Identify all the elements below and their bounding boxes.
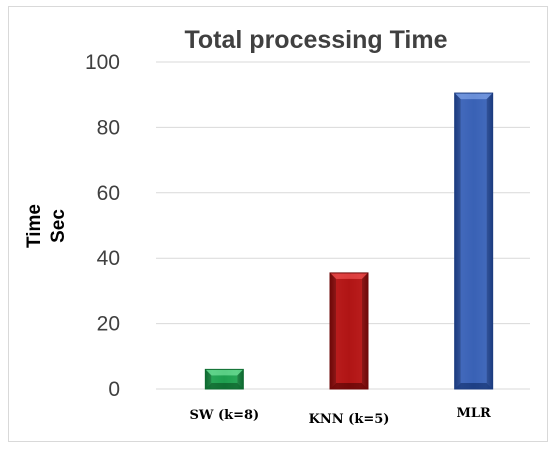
bar-bevel-right [237, 369, 244, 389]
bar-bevel-left [330, 272, 336, 389]
bar-outline [329, 272, 369, 390]
chart-title: Total processing Time [184, 26, 447, 54]
bar-outline [454, 92, 494, 390]
bar-face [336, 278, 362, 383]
bar [204, 368, 244, 390]
bar-bevel-right [362, 272, 368, 389]
bar-face [211, 375, 238, 383]
y-tick-label: 0 [108, 378, 120, 401]
y-axis-label-line-1: Time [24, 204, 45, 248]
bar-bevel-right [486, 93, 493, 389]
bar-bevel-bottom [454, 383, 493, 389]
y-tick-label: 80 [97, 116, 120, 139]
bar-bevel-top [205, 369, 244, 376]
bars [204, 92, 494, 390]
x-tick-labels: SW (k=8) KNN (k=5) MLR [189, 406, 491, 427]
bar-face [460, 99, 487, 383]
y-tick-label: 60 [97, 182, 120, 205]
y-tick-label: 20 [97, 313, 120, 336]
x-tick-label: SW (k=8) [189, 408, 259, 423]
bar-bevel-bottom [205, 383, 244, 389]
y-axis-label-line-2: Sec [48, 209, 69, 243]
x-tick-label: MLR [456, 406, 491, 421]
y-axis-label: Time Sec [24, 204, 69, 248]
y-tick-label: 100 [85, 51, 120, 74]
bar-bevel-top [330, 272, 368, 279]
bar [454, 92, 494, 390]
bar-bevel-top [454, 93, 493, 100]
bar-outline [204, 368, 244, 390]
y-tick-labels: 0 20 40 60 80 100 [85, 51, 120, 401]
x-tick-label: KNN (k=5) [309, 412, 390, 427]
bar-bevel-left [205, 369, 212, 389]
y-tick-label: 40 [97, 247, 120, 270]
bar [329, 272, 369, 390]
bar-bevel-left [454, 93, 461, 389]
bar-bevel-bottom [330, 383, 368, 389]
